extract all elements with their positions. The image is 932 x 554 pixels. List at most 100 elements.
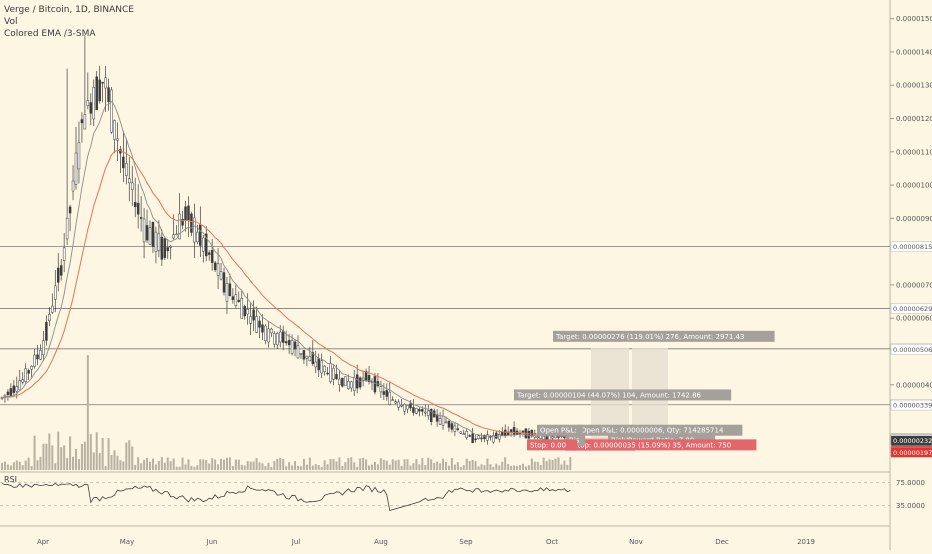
volume-bar bbox=[113, 450, 116, 470]
volume-bar bbox=[72, 456, 75, 470]
volume-bar bbox=[270, 466, 273, 470]
candle-body bbox=[293, 341, 297, 350]
volume-bar bbox=[57, 431, 60, 470]
price-tag-label: 0.00000232 bbox=[893, 437, 932, 445]
volume-bar bbox=[356, 466, 359, 470]
open-pnl-label-2-bg bbox=[537, 424, 583, 436]
volume-bar bbox=[246, 461, 249, 470]
volume-bar bbox=[329, 458, 332, 470]
volume-bar bbox=[267, 462, 270, 470]
volume-bar bbox=[291, 465, 294, 470]
candle-body bbox=[450, 423, 454, 430]
volume-bar bbox=[128, 440, 131, 470]
volume-bar bbox=[468, 461, 471, 470]
candle-body bbox=[435, 414, 439, 422]
volume-bar bbox=[279, 457, 282, 470]
volume-bar bbox=[557, 457, 560, 470]
volume-bar bbox=[323, 460, 326, 470]
candle-body bbox=[237, 299, 241, 302]
rsi-line bbox=[1, 482, 571, 512]
volume-bar bbox=[264, 466, 267, 470]
x-tick-label: Jul bbox=[291, 538, 301, 546]
candle-body bbox=[178, 213, 181, 240]
volume-bar bbox=[474, 461, 477, 470]
volume-bar bbox=[228, 457, 231, 470]
volume-bar bbox=[519, 465, 521, 470]
candle-body bbox=[314, 361, 318, 368]
candle-body bbox=[184, 206, 187, 221]
volume-bar bbox=[234, 459, 237, 470]
candle-body bbox=[302, 350, 306, 360]
volume-bar bbox=[48, 433, 51, 470]
volume-bar bbox=[231, 466, 234, 470]
volume-bar bbox=[21, 465, 24, 470]
candle-body bbox=[429, 408, 433, 422]
volume-bar bbox=[406, 459, 409, 470]
volume-bar bbox=[208, 463, 211, 470]
volume-bar bbox=[545, 461, 548, 470]
candle-body bbox=[6, 391, 10, 395]
candle-body bbox=[39, 350, 42, 360]
volume-bar bbox=[214, 459, 217, 470]
volume-bar bbox=[24, 460, 27, 470]
volume-bar bbox=[442, 458, 445, 470]
open-pnl-label-2: Open P&L: bbox=[540, 427, 577, 435]
volume-bar bbox=[332, 458, 335, 470]
volume-bar bbox=[569, 457, 572, 470]
volume-bar bbox=[391, 459, 394, 470]
volume-bar bbox=[560, 464, 563, 470]
candle-body bbox=[62, 247, 66, 261]
candle-body bbox=[503, 429, 507, 437]
target-label-1-bg bbox=[553, 330, 775, 342]
candle-body bbox=[243, 305, 246, 317]
candle-body bbox=[204, 233, 208, 257]
candle-body bbox=[335, 374, 338, 380]
volume-bar bbox=[376, 464, 379, 470]
candle-body bbox=[128, 178, 131, 184]
candle-body bbox=[187, 205, 190, 221]
volume-bar bbox=[403, 459, 406, 470]
volume-bar bbox=[77, 459, 80, 470]
candle-body bbox=[68, 206, 72, 214]
volume-bar bbox=[225, 457, 228, 470]
candle-body bbox=[89, 102, 93, 114]
volume-bar bbox=[243, 465, 246, 470]
candle-body bbox=[542, 435, 545, 440]
volume-bar bbox=[98, 453, 101, 470]
volume-bar bbox=[350, 457, 353, 470]
volume-bar bbox=[527, 465, 530, 470]
volume-bar bbox=[166, 457, 169, 470]
volume-bar bbox=[18, 461, 21, 470]
x-tick-label: 2019 bbox=[797, 538, 815, 546]
volume-bar bbox=[95, 432, 98, 470]
volume-bar bbox=[385, 460, 388, 470]
candle-body bbox=[273, 333, 276, 345]
candle-body bbox=[267, 328, 270, 343]
volume-bar bbox=[258, 462, 261, 470]
volume-bar bbox=[453, 464, 456, 470]
volume-bar bbox=[143, 459, 146, 470]
volume-bar bbox=[131, 446, 134, 470]
legend-ema: Colored EMA /3-SMA bbox=[4, 29, 96, 39]
volume-bar bbox=[54, 463, 57, 470]
stop-label: Stop: 0.00000035 (15.09%) 35, Amount: 75… bbox=[573, 441, 731, 449]
volume-bar bbox=[169, 461, 172, 470]
candle-body bbox=[71, 180, 75, 192]
volume-bar bbox=[178, 466, 181, 470]
legend-vol: Vol bbox=[4, 17, 18, 27]
candle-body bbox=[323, 365, 326, 373]
volume-bar bbox=[400, 465, 403, 470]
candle-body bbox=[483, 434, 486, 440]
sma-line bbox=[1, 100, 571, 438]
volume-bar bbox=[190, 465, 193, 470]
price-tag-box bbox=[890, 303, 932, 314]
volume-bar bbox=[341, 465, 344, 470]
volume-bar bbox=[66, 457, 69, 470]
candle-body bbox=[258, 320, 261, 328]
price-tag-label: 0.00000815 bbox=[893, 243, 932, 251]
candle-body bbox=[421, 409, 424, 412]
